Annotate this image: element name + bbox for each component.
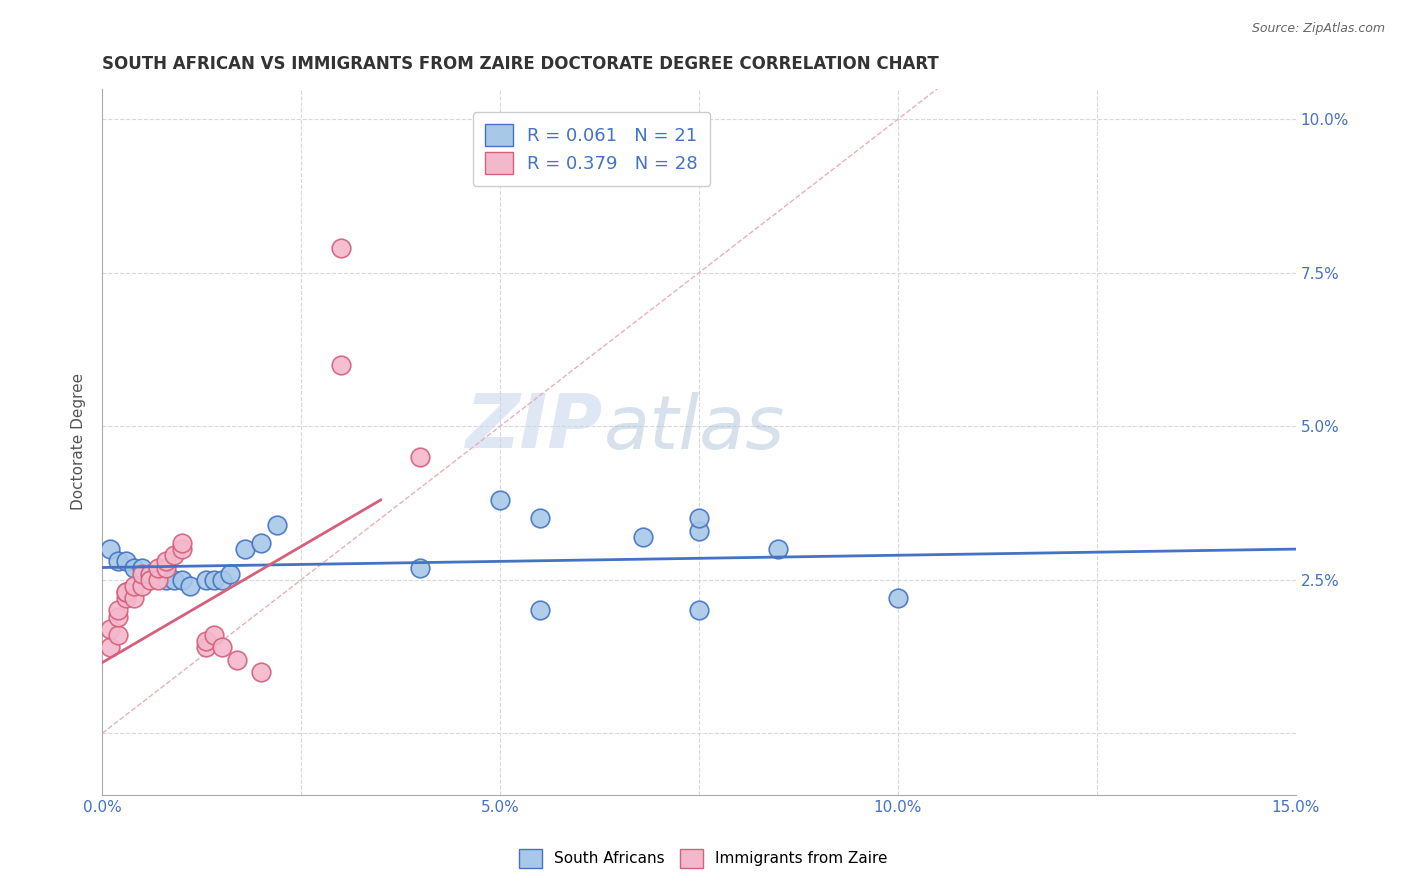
Point <box>631 530 654 544</box>
Point <box>211 640 233 655</box>
Point <box>202 573 225 587</box>
Legend: R = 0.061   N = 21, R = 0.379   N = 28: R = 0.061 N = 21, R = 0.379 N = 28 <box>472 112 710 186</box>
Text: SOUTH AFRICAN VS IMMIGRANTS FROM ZAIRE DOCTORATE DEGREE CORRELATION CHART: SOUTH AFRICAN VS IMMIGRANTS FROM ZAIRE D… <box>103 55 939 73</box>
Point <box>98 542 121 557</box>
Point <box>139 566 162 581</box>
Point <box>170 536 193 550</box>
Point <box>266 517 288 532</box>
Point <box>235 542 257 557</box>
Point <box>131 560 153 574</box>
Point <box>218 566 240 581</box>
Point <box>98 640 121 655</box>
Point <box>146 566 169 581</box>
Text: Source: ZipAtlas.com: Source: ZipAtlas.com <box>1251 22 1385 36</box>
Point <box>194 640 217 655</box>
Point <box>107 628 129 642</box>
Point <box>122 579 145 593</box>
Point <box>329 241 352 255</box>
Point <box>688 524 710 538</box>
Point <box>155 560 177 574</box>
Y-axis label: Doctorate Degree: Doctorate Degree <box>72 373 86 510</box>
Legend: South Africans, Immigrants from Zaire: South Africans, Immigrants from Zaire <box>513 843 893 873</box>
Point <box>139 566 162 581</box>
Point <box>115 554 138 568</box>
Point <box>409 560 432 574</box>
Point <box>115 585 138 599</box>
Point <box>122 560 145 574</box>
Point <box>131 566 153 581</box>
Point <box>115 591 138 606</box>
Point <box>98 622 121 636</box>
Point <box>250 665 273 679</box>
Point <box>107 603 129 617</box>
Point <box>146 573 169 587</box>
Point <box>688 511 710 525</box>
Point <box>163 573 186 587</box>
Point <box>226 652 249 666</box>
Point <box>155 573 177 587</box>
Point <box>329 358 352 372</box>
Point <box>107 609 129 624</box>
Point <box>131 579 153 593</box>
Point <box>887 591 910 606</box>
Point <box>155 554 177 568</box>
Point <box>139 573 162 587</box>
Point <box>122 591 145 606</box>
Point <box>194 634 217 648</box>
Point <box>529 511 551 525</box>
Point <box>170 573 193 587</box>
Point <box>155 566 177 581</box>
Point <box>768 542 790 557</box>
Point <box>107 554 129 568</box>
Point <box>409 450 432 464</box>
Point <box>163 548 186 562</box>
Text: atlas: atlas <box>603 392 785 464</box>
Point <box>194 573 217 587</box>
Point <box>115 585 138 599</box>
Text: ZIP: ZIP <box>467 391 603 464</box>
Point <box>529 603 551 617</box>
Point <box>146 560 169 574</box>
Point <box>202 628 225 642</box>
Point <box>179 579 201 593</box>
Point <box>489 493 512 508</box>
Point <box>688 603 710 617</box>
Point <box>170 542 193 557</box>
Point <box>250 536 273 550</box>
Point <box>211 573 233 587</box>
